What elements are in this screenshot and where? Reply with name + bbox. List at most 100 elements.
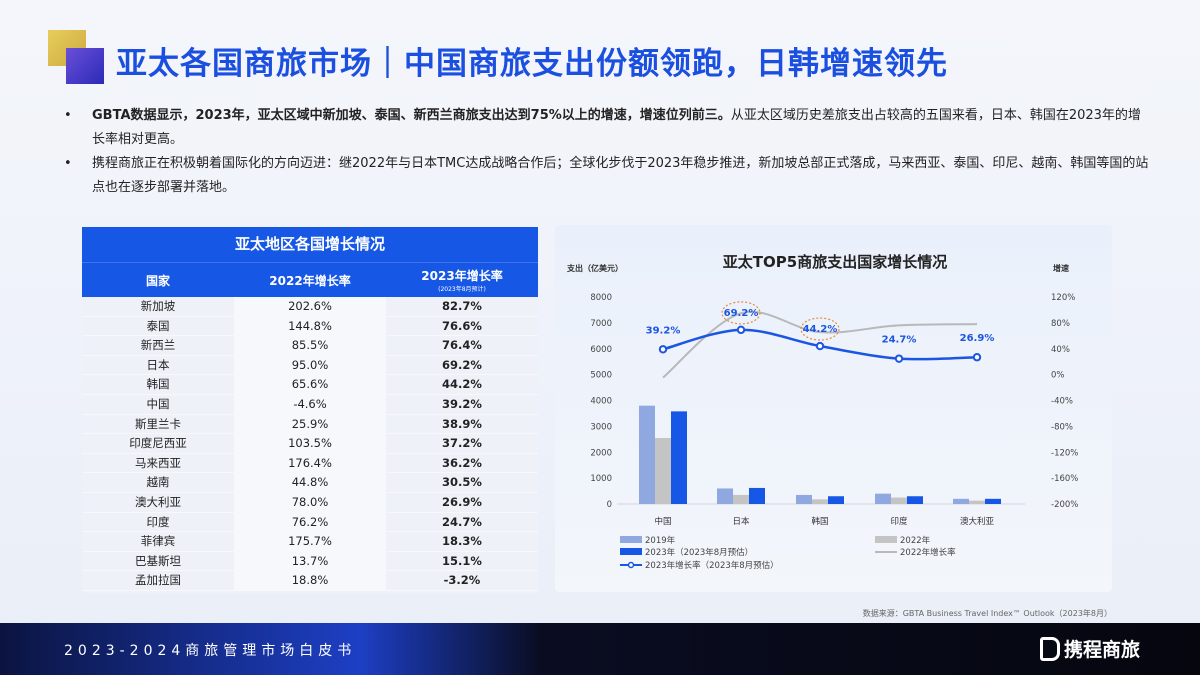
bar-0 xyxy=(717,488,733,504)
data-label: 39.2% xyxy=(646,325,681,336)
data-source: 数据来源：GBTA Business Travel Index™ Outlook… xyxy=(862,609,1112,618)
table-cell: 175.7% xyxy=(234,532,386,551)
column-header: 国家 xyxy=(145,273,170,288)
legend-swatch xyxy=(620,536,642,543)
chart-title: 亚太TOP5商旅支出国家增长情况 xyxy=(723,253,947,271)
table-cell: 144.8% xyxy=(234,316,386,336)
table-cell: -4.6% xyxy=(234,394,386,414)
chart-panel: 亚太TOP5商旅支出国家增长情况 支出（亿美元） 增速 0 1000 2000 3000 40… xyxy=(555,225,1112,592)
table-row: 韩国 65.6% 44.2% xyxy=(82,375,538,395)
table-cell: 日本 xyxy=(146,357,170,372)
table-cell: 24.7% xyxy=(442,514,482,529)
highlight-ellipse xyxy=(800,317,840,341)
column-header: 2023年增长率 (2023年8月预计) xyxy=(386,263,538,297)
bar-1 xyxy=(655,438,671,504)
x-tick-label: 印度 xyxy=(890,516,908,527)
bullet-list: GBTA数据显示，2023年，亚太区域中新加坡、泰国、新西兰商旅支出达到75%以… xyxy=(62,104,1152,200)
table-cell: 中国 xyxy=(146,396,170,411)
table-row: 新西兰 85.5% 76.4% xyxy=(82,336,538,356)
column-note: (2023年8月预计) xyxy=(438,286,486,293)
table-cell: 76.6% xyxy=(442,318,482,333)
column-header-label: 2023年增长率 xyxy=(421,269,503,283)
y-tick-label: 2000 xyxy=(590,448,612,458)
y-tick-label: 4000 xyxy=(590,397,612,407)
table-cell: 76.4% xyxy=(442,338,482,353)
table-row: 新加坡 202.6% 82.7% xyxy=(82,297,538,317)
growth-table: 亚太地区各国增长情况 国家 2022年增长率 2023年增长率 (2023年8月预… xyxy=(82,227,538,593)
y-tick-label: 8000 xyxy=(590,293,612,303)
y2-tick-label: -200% xyxy=(1051,500,1078,510)
bar-2 xyxy=(828,496,844,504)
table-cell: 新西兰 xyxy=(140,338,176,353)
data-label: 26.9% xyxy=(960,333,995,344)
bar-0 xyxy=(875,493,891,504)
table-cell: 69.2% xyxy=(442,357,482,372)
table-row: 菲律宾 175.7% 18.3% xyxy=(82,532,538,552)
table-cell: -3.2% xyxy=(443,573,481,588)
y2-tick-label: 80% xyxy=(1051,319,1070,329)
table-cell: 95.0% xyxy=(234,355,386,375)
bullet-bold-text: GBTA数据显示，2023年，亚太区域中新加坡、泰国、新西兰商旅支出达到75%以… xyxy=(92,108,731,123)
table-cell: 澳大利亚 xyxy=(135,494,181,509)
legend-marker xyxy=(627,561,635,569)
bar-2 xyxy=(985,498,1001,504)
table-cell: 103.5% xyxy=(234,434,386,453)
line-point xyxy=(658,345,668,354)
legend-label: 2019年 xyxy=(645,535,676,546)
bar-2 xyxy=(749,487,765,504)
table-cell: 65.6% xyxy=(234,375,386,394)
decor-square-purple xyxy=(66,48,104,84)
table-cell: 30.5% xyxy=(442,475,482,490)
line-point xyxy=(736,325,746,335)
bar-0 xyxy=(796,494,812,504)
table-cell: 孟加拉国 xyxy=(135,573,181,588)
table-cell: 44.8% xyxy=(234,473,386,492)
line-point xyxy=(972,353,982,362)
table-cell: 25.9% xyxy=(234,414,386,434)
legend-label: 2023年增长率（2023年8月预估） xyxy=(645,560,779,571)
x-tick-label: 中国 xyxy=(654,516,671,527)
table-row: 澳大利亚 78.0% 26.9% xyxy=(82,492,538,513)
bar-0 xyxy=(639,405,655,504)
table-title: 亚太地区各国增长情况 xyxy=(82,227,538,262)
table-cell: 韩国 xyxy=(146,377,170,392)
table-cell: 176.4% xyxy=(234,453,386,473)
table-cell: 36.2% xyxy=(442,455,482,470)
table-row: 泰国 144.8% 76.6% xyxy=(82,316,538,337)
brand-logo: 携程商旅 xyxy=(1039,635,1140,662)
highlight-ellipse xyxy=(721,301,761,325)
table-cell: 38.9% xyxy=(442,416,482,431)
table-row: 越南 44.8% 30.5% xyxy=(82,473,538,493)
bar-2 xyxy=(907,496,923,504)
y-axis-label: 支出（亿美元） xyxy=(566,263,623,273)
table-cell: 13.7% xyxy=(234,551,386,571)
data-label: 69.2% xyxy=(724,308,759,319)
table-cell: 斯里兰卡 xyxy=(135,416,181,431)
table-row: 印度尼西亚 103.5% 37.2% xyxy=(82,434,538,454)
table-body: 新加坡 202.6% 82.7% 泰国 144.8% 76.6% 新西兰 85.5% 76.4%… xyxy=(82,297,538,591)
table-cell: 26.9% xyxy=(442,494,482,509)
table-header: 国家 2022年增长率 2023年增长率 (2023年8月预计) xyxy=(82,262,538,297)
x-tick-label: 日本 xyxy=(732,516,750,527)
table-row: 马来西亚 176.4% 36.2% xyxy=(82,453,538,474)
table-cell: 新加坡 xyxy=(140,299,176,313)
table-cell: 202.6% xyxy=(234,297,386,316)
bullet-text: 从亚太区域历史差旅支出占较高的五国来看，日本、韩国在2023年的增长率相对更高。 xyxy=(92,108,1141,147)
legend-swatch xyxy=(620,548,642,555)
table-cell: 越南 xyxy=(146,475,170,490)
y-tick-label: 5000 xyxy=(590,371,612,381)
y2-axis-label: 增速 xyxy=(1053,263,1069,273)
column-header: 2022年增长率 xyxy=(269,273,351,288)
bar-1 xyxy=(812,499,828,504)
legend-swatch xyxy=(875,536,897,543)
table-cell: 78.0% xyxy=(234,492,386,512)
table-cell: 82.7% xyxy=(442,299,482,313)
y2-tick-label: -120% xyxy=(1051,448,1078,458)
table-cell: 菲律宾 xyxy=(140,534,176,549)
x-tick-label: 澳大利亚 xyxy=(960,516,995,527)
table-row: 巴基斯坦 13.7% 15.1% xyxy=(82,551,538,572)
footer-title: 2023-2024商旅管理市场白皮书 xyxy=(64,643,357,659)
table-row: 日本 95.0% 69.2% xyxy=(82,355,538,376)
table-cell: 泰国 xyxy=(146,318,170,333)
